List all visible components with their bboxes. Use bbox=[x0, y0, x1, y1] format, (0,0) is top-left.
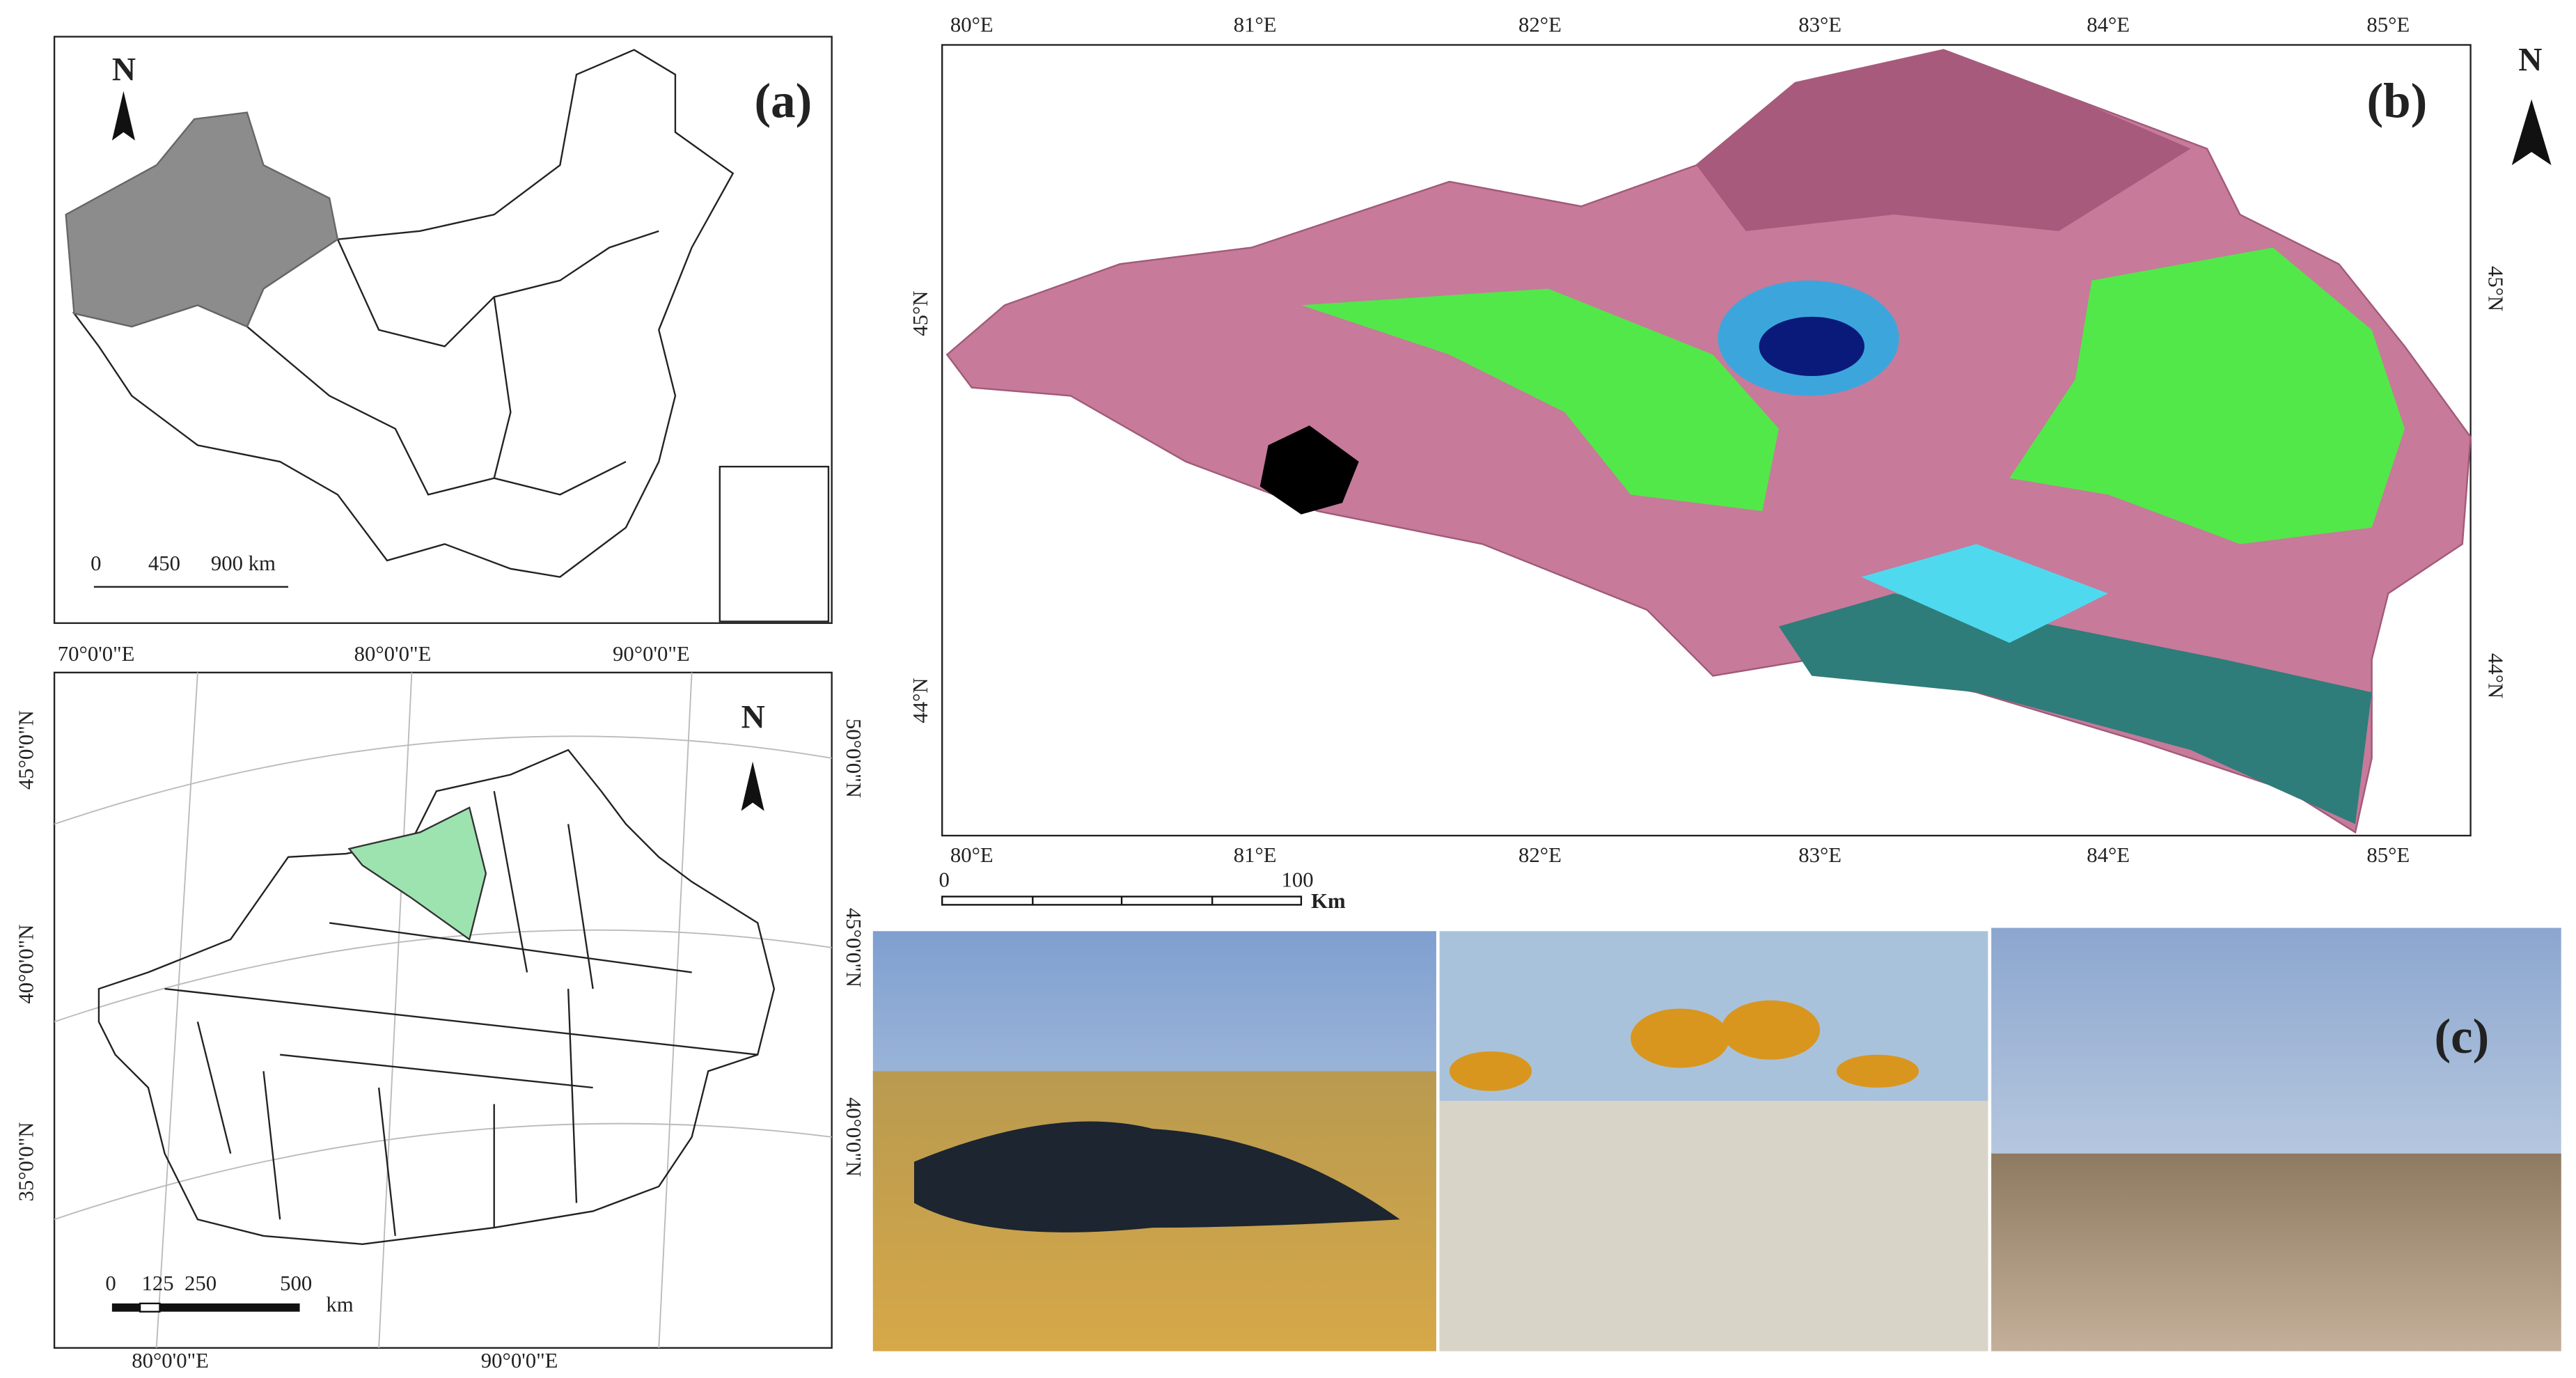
scale-unit: km bbox=[326, 1293, 353, 1317]
tick-label: 81°E bbox=[1234, 843, 1277, 867]
north: N bbox=[741, 699, 765, 735]
vegetation bbox=[2009, 247, 2405, 545]
panel-c: (c) bbox=[872, 927, 2561, 1352]
scale-bar bbox=[1032, 896, 1214, 905]
tick-label: 45°0'0"N bbox=[14, 710, 38, 790]
scale-label: 250 bbox=[184, 1271, 217, 1295]
panel-a-top: N (a) 0 450 900 km bbox=[53, 36, 833, 625]
frame bbox=[53, 671, 833, 1349]
north-arrow bbox=[111, 91, 135, 141]
tick-label: 45°0'0"N bbox=[842, 908, 865, 987]
scale-unit: Km bbox=[1311, 889, 1346, 913]
tick-label: 44°N bbox=[2484, 653, 2508, 698]
tick-label: 35°0'0"N bbox=[14, 1122, 38, 1201]
photo-2-trees bbox=[1449, 1000, 1919, 1091]
snow-region bbox=[1861, 544, 2109, 643]
tick-label: 80°E bbox=[950, 13, 994, 37]
tick-label: 84°E bbox=[2087, 13, 2130, 37]
photo-1-water bbox=[913, 1121, 1400, 1232]
tick-label: 80°E bbox=[950, 843, 994, 867]
graticule bbox=[54, 672, 832, 1348]
scale-bar bbox=[139, 1302, 161, 1313]
tick-label: 45°N bbox=[2484, 266, 2508, 311]
tick-label: 85°E bbox=[2366, 13, 2410, 37]
scale-label: 0 bbox=[938, 868, 949, 891]
lake bbox=[1759, 316, 1865, 377]
photo-3-ground bbox=[1991, 1153, 2561, 1352]
scale-label: 0 bbox=[105, 1271, 116, 1295]
tick-label: 82°E bbox=[1518, 843, 1562, 867]
tick-label: 81°E bbox=[1234, 13, 1277, 37]
panel-label: (c) bbox=[2435, 1010, 2490, 1064]
tick-label: 80°0'0"E bbox=[354, 642, 432, 666]
scale-label: 125 bbox=[141, 1271, 173, 1295]
panel-b: N (b) 80°E 81°E 82°E 83°E 84°E 85°E 80°E… bbox=[909, 13, 2552, 913]
tick-label: 44°N bbox=[909, 678, 932, 723]
panel-label: (a) bbox=[755, 74, 812, 128]
tick-label: 84°E bbox=[2087, 843, 2130, 867]
xinjiang bbox=[65, 111, 339, 328]
tick-label: 85°E bbox=[2366, 843, 2410, 867]
panel-a-lower: N 70°0'0"E 80°0'0"E 90°0'0"E 80°0'0"E 90… bbox=[14, 642, 865, 1372]
tick-label: 90°0'0"E bbox=[613, 642, 690, 666]
scale-label: 500 bbox=[280, 1271, 312, 1295]
tick-label: 40°0'0"N bbox=[842, 1097, 865, 1177]
tick-label: 82°E bbox=[1518, 13, 1562, 37]
basin-lines bbox=[164, 790, 758, 1237]
tick-label: 70°0'0"E bbox=[58, 642, 135, 666]
tick-label: 83°E bbox=[1798, 13, 1841, 37]
north-arrow bbox=[2511, 99, 2552, 166]
forest-region bbox=[1778, 593, 2372, 824]
tick-label: 50°0'0"N bbox=[842, 719, 865, 798]
scale-bar bbox=[111, 1303, 300, 1312]
tick-label: 40°0'0"N bbox=[14, 925, 38, 1004]
photo-2-ground bbox=[1439, 1100, 1988, 1352]
tick-label: 80°0'0"E bbox=[132, 1349, 209, 1372]
mountain-region bbox=[1696, 49, 2191, 231]
scale-label: 450 bbox=[148, 551, 180, 575]
province-lines bbox=[246, 326, 627, 496]
north: N bbox=[112, 52, 136, 88]
tick-label: 90°0'0"E bbox=[481, 1349, 558, 1372]
tick-label: 83°E bbox=[1798, 843, 1841, 867]
panel-label: (b) bbox=[2367, 74, 2428, 128]
study-area bbox=[347, 806, 487, 941]
vegetation bbox=[1301, 288, 1779, 512]
north: N bbox=[2518, 42, 2542, 78]
scale-label: 900 km bbox=[211, 551, 276, 575]
frame bbox=[53, 36, 833, 625]
inset bbox=[718, 465, 830, 623]
province-lines bbox=[493, 297, 512, 478]
scale-label: 100 bbox=[1282, 868, 1314, 891]
scale-label: 0 bbox=[91, 551, 101, 575]
tick-label: 45°N bbox=[909, 290, 932, 336]
north-arrow bbox=[741, 761, 764, 811]
masked-area bbox=[1259, 425, 1359, 515]
